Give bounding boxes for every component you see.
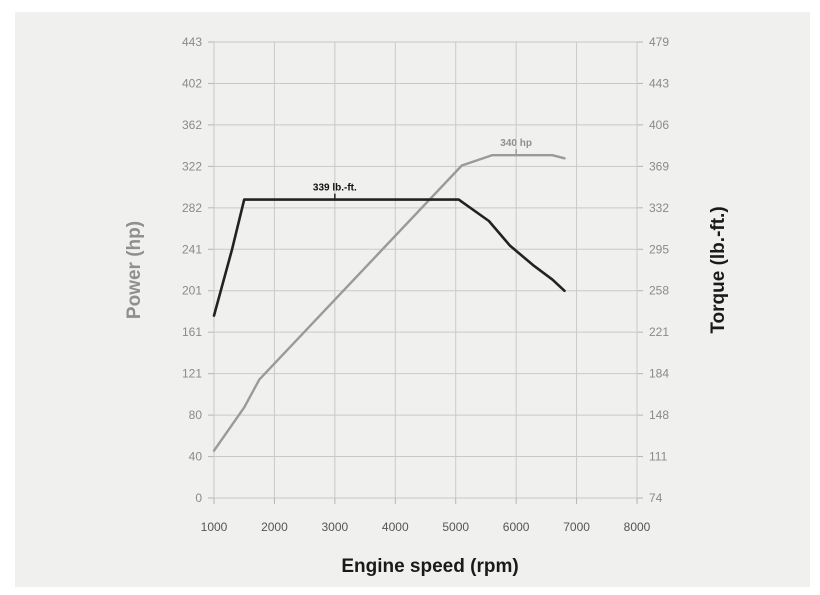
y-left-tick-label: 362	[182, 118, 202, 132]
x-tick-label: 2000	[261, 520, 288, 534]
power-line	[212, 153, 566, 452]
annotations: 340 hp 339 lb.-ft.	[313, 138, 532, 200]
x-tick-label: 8000	[624, 520, 651, 534]
y-left-tick-label: 322	[182, 159, 202, 173]
y-left-tick-label: 121	[182, 367, 202, 381]
y-left-tick-label: 201	[182, 284, 202, 298]
y-right-tick-label: 369	[649, 159, 669, 173]
grid	[208, 41, 643, 504]
power-peak-label: 340 hp	[500, 138, 532, 149]
x-tick-label: 4000	[382, 520, 409, 534]
x-tick-label: 5000	[442, 520, 469, 534]
x-tick-label: 6000	[503, 520, 530, 534]
y-left-tick-label: 0	[195, 491, 202, 505]
chart-panel	[15, 12, 810, 587]
y-axis-right-title: Torque (lb.-ft.)	[708, 206, 729, 333]
y-right-tick-label: 148	[649, 408, 669, 422]
torque-peak-label: 339 lb.-ft.	[313, 183, 357, 194]
y-right-tick-label: 258	[649, 284, 669, 298]
tick-labels: 0 74 40 111 80 148 121 184 161 221 201 258 241 295 282…	[182, 35, 669, 534]
series-lines	[212, 153, 566, 452]
x-tick-label: 1000	[201, 520, 228, 534]
x-tick-label: 7000	[563, 520, 590, 534]
y-axis-left-title: Power (hp)	[124, 221, 145, 319]
x-tick-label: 3000	[322, 520, 349, 534]
y-right-tick-label: 74	[649, 491, 663, 505]
x-axis-title: Engine speed (rpm)	[341, 556, 518, 577]
y-left-tick-label: 443	[182, 35, 202, 49]
y-left-tick-label: 161	[182, 325, 202, 339]
y-right-tick-label: 184	[649, 367, 669, 381]
y-left-tick-label: 40	[189, 450, 203, 464]
y-right-tick-label: 406	[649, 118, 669, 132]
y-left-tick-label: 282	[182, 201, 202, 215]
y-left-tick-label: 80	[189, 408, 203, 422]
y-right-tick-label: 221	[649, 325, 669, 339]
y-right-tick-label: 332	[649, 201, 669, 215]
y-right-tick-label: 111	[649, 450, 668, 464]
y-left-tick-label: 402	[182, 76, 202, 90]
y-right-tick-label: 443	[649, 76, 669, 90]
y-left-tick-label: 241	[182, 242, 202, 256]
y-right-tick-label: 295	[649, 242, 669, 256]
torque-line	[212, 198, 566, 317]
y-right-tick-label: 479	[649, 35, 669, 49]
